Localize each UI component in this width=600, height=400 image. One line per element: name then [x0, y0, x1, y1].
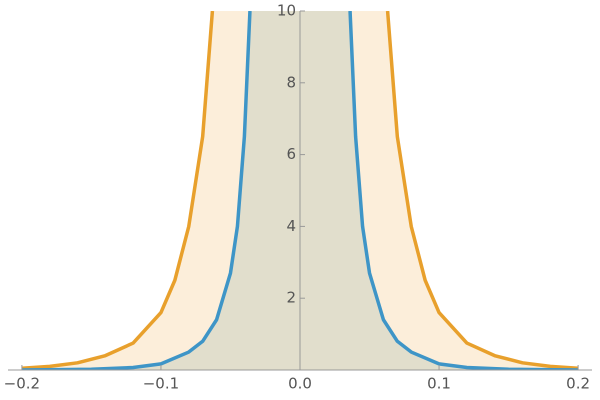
- x-tick-label: 0.0: [288, 375, 312, 393]
- y-tick-label: 8: [286, 73, 296, 91]
- axes: −0.2 −0.1 0.0 0.1 0.2 2 4 6 8 10: [4, 2, 592, 393]
- y-tick-label: 6: [286, 145, 296, 163]
- y-tick-label: 2: [286, 289, 296, 307]
- x-tick-label: −0.2: [4, 375, 40, 393]
- y-tick-label: 4: [286, 217, 296, 235]
- line: [21, 11, 579, 370]
- x-tick-label: 0.1: [427, 375, 451, 393]
- y-tick-label: 10: [277, 2, 296, 20]
- x-tick-label: 0.2: [566, 375, 590, 393]
- x-tick-label: −0.1: [143, 375, 179, 393]
- line: [21, 11, 579, 370]
